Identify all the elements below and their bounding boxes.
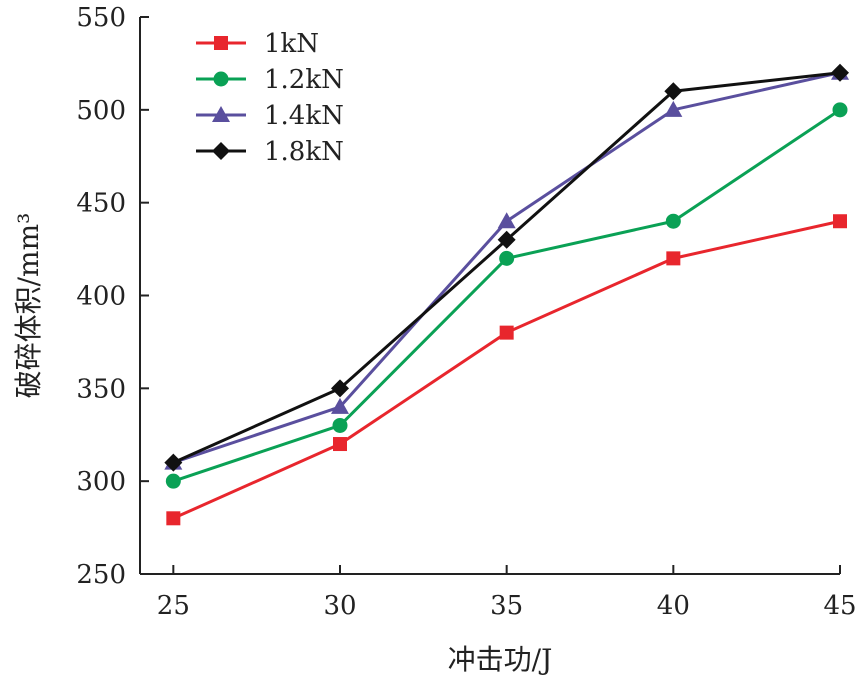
data-point-series-0 [333, 437, 347, 452]
data-point-series-2 [331, 397, 349, 414]
x-axis-label: 冲击功/J [448, 643, 553, 676]
axes [139, 17, 840, 575]
y-tick-label: 400 [76, 282, 126, 312]
data-point-series-3 [331, 379, 349, 398]
data-point-series-0 [499, 325, 514, 340]
y-ticks: 250 300 350 400 450 500 550 [76, 3, 149, 590]
data-point-series-3 [164, 453, 183, 472]
data-point-series-0 [666, 251, 681, 266]
legend-label-3: 1.8kN [264, 137, 344, 167]
x-ticks: 25 30 35 40 45 [157, 565, 857, 621]
y-tick-label: 350 [76, 374, 126, 404]
data-point-series-3 [497, 230, 516, 249]
data-point-series-2 [664, 100, 683, 117]
series-line-2 [172, 71, 841, 465]
legend-marker-3 [212, 142, 230, 160]
x-tick-label: 35 [490, 591, 523, 621]
legend-marker-0 [214, 36, 228, 50]
legend-label-1: 1.2kN [264, 65, 344, 95]
data-point-series-1 [165, 473, 181, 489]
series-markers [164, 63, 849, 526]
data-point-series-1 [665, 213, 681, 229]
data-point-series-0 [833, 214, 847, 229]
y-tick-label: 300 [76, 467, 126, 497]
data-point-series-0 [166, 511, 181, 526]
y-tick-label: 450 [76, 189, 126, 219]
data-point-series-3 [831, 63, 849, 82]
x-tick-label: 40 [657, 591, 690, 621]
legend-label-0: 1kN [264, 29, 319, 59]
x-tick-label: 30 [323, 591, 356, 621]
legend: 1kN 1.2kN 1.4kN 1.8kN [196, 29, 344, 167]
legend-label-2: 1.4kN [264, 101, 344, 131]
data-point-series-1 [332, 417, 348, 433]
y-tick-label: 550 [76, 3, 126, 33]
data-point-series-2 [497, 212, 516, 229]
series-line-3 [172, 71, 841, 464]
data-point-series-1 [832, 102, 848, 118]
x-tick-label: 45 [823, 591, 856, 621]
y-tick-label: 250 [76, 560, 126, 590]
data-point-series-3 [664, 82, 683, 101]
x-tick-label: 25 [157, 591, 190, 621]
data-point-series-1 [499, 250, 515, 266]
y-axis-label: 破碎体积/mm³ [12, 213, 45, 399]
y-tick-label: 500 [76, 96, 126, 126]
legend-marker-2 [212, 106, 230, 122]
legend-marker-1 [213, 71, 229, 87]
